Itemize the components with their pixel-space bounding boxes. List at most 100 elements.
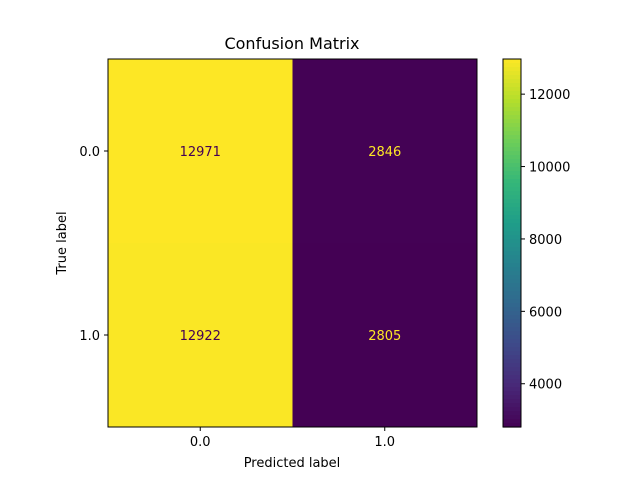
colorbar-segment — [503, 103, 521, 108]
colorbar-segment — [503, 159, 521, 164]
colorbar-segment — [503, 135, 521, 140]
colorbar-segment — [503, 319, 521, 324]
colorbar-segment — [503, 203, 521, 208]
matrix-frame — [107, 58, 478, 428]
colorbar-segment — [503, 155, 521, 160]
colorbar-segment — [503, 423, 521, 428]
colorbar-segment — [503, 179, 521, 184]
colorbar-segment — [503, 367, 521, 372]
colorbar-tick-label: 12000 — [529, 88, 570, 103]
colorbar-segment — [503, 343, 521, 348]
colorbar-segment — [503, 323, 521, 328]
colorbar-segment — [503, 59, 521, 64]
colorbar-segment — [503, 303, 521, 308]
colorbar-segment — [503, 115, 521, 120]
colorbar-segment — [503, 339, 521, 344]
colorbar-segment — [503, 371, 521, 376]
colorbar-segment — [503, 311, 521, 316]
colorbar-segment — [503, 375, 521, 380]
colorbar-segment — [503, 331, 521, 336]
chart-title: Confusion Matrix — [224, 34, 359, 53]
colorbar-segment — [503, 403, 521, 408]
colorbar-segment — [503, 239, 521, 244]
cell-value-label: 2805 — [368, 329, 401, 344]
colorbar-segment — [503, 307, 521, 312]
colorbar-segment — [503, 147, 521, 152]
colorbar-segment — [503, 327, 521, 332]
cell-value-label: 12922 — [180, 329, 221, 344]
x-axis-label: Predicted label — [244, 456, 341, 471]
colorbar-segment — [503, 79, 521, 84]
colorbar-segment — [503, 139, 521, 144]
colorbar-segment — [503, 207, 521, 212]
colorbar-segment — [503, 295, 521, 300]
colorbar-segment — [503, 235, 521, 240]
matrix-cell — [108, 243, 293, 427]
colorbar-segment — [503, 215, 521, 220]
colorbar-segment — [503, 359, 521, 364]
colorbar-segment — [503, 383, 521, 388]
colorbar-segment — [503, 171, 521, 176]
colorbar-segment — [503, 287, 521, 292]
colorbar-segment — [503, 199, 521, 204]
colorbar-tick-label: 10000 — [529, 161, 570, 176]
colorbar-segment — [503, 271, 521, 276]
colorbar-segment — [503, 399, 521, 404]
colorbar-segment — [503, 143, 521, 148]
colorbar-segment — [503, 407, 521, 412]
colorbar-segment — [503, 123, 521, 128]
colorbar-segment — [503, 91, 521, 96]
matrix-cell — [292, 243, 477, 427]
x-tick-label: 0.0 — [190, 435, 211, 450]
colorbar-segment — [503, 167, 521, 172]
colorbar-segment — [503, 387, 521, 392]
colorbar-segment — [503, 267, 521, 272]
colorbar-segment — [503, 183, 521, 188]
cell-value-label: 12971 — [180, 145, 221, 160]
colorbar-segment — [503, 411, 521, 416]
colorbar-segment — [503, 71, 521, 76]
colorbar-segment — [503, 415, 521, 420]
colorbar-segment — [503, 391, 521, 396]
colorbar-segment — [503, 95, 521, 100]
colorbar-segment — [503, 299, 521, 304]
colorbar-segment — [503, 247, 521, 252]
colorbar: 4000 6000 8000 10000 12000 — [502, 58, 570, 428]
colorbar-segment — [503, 223, 521, 228]
colorbar-segment — [503, 395, 521, 400]
colorbar-segment — [503, 291, 521, 296]
colorbar-segment — [503, 251, 521, 256]
matrix-cell — [108, 59, 293, 243]
colorbar-segment — [503, 187, 521, 192]
colorbar-segment — [503, 283, 521, 288]
colorbar-segment — [503, 131, 521, 136]
colorbar-segment — [503, 107, 521, 112]
colorbar-segment — [503, 111, 521, 116]
colorbar-segment — [503, 419, 521, 424]
colorbar-segment — [503, 231, 521, 236]
colorbar-segment — [503, 219, 521, 224]
colorbar-segment — [503, 243, 521, 248]
colorbar-segment — [503, 175, 521, 180]
colorbar-segment — [503, 67, 521, 72]
colorbar-segment — [503, 335, 521, 340]
colorbar-segment — [503, 195, 521, 200]
colorbar-segment — [503, 363, 521, 368]
colorbar-segment — [503, 255, 521, 260]
colorbar-segment — [503, 127, 521, 132]
colorbar-segment — [503, 263, 521, 268]
colorbar-segment — [503, 163, 521, 168]
y-tick-label: 0.0 — [79, 145, 100, 160]
colorbar-segment — [503, 87, 521, 92]
colorbar-frame — [502, 58, 522, 428]
colorbar-segment — [503, 63, 521, 68]
colorbar-segment — [503, 379, 521, 384]
cell-value-label: 2846 — [368, 145, 401, 160]
matrix-area: 12971 2846 12922 2805 0.0 1.0 0.0 1.0 — [79, 58, 478, 450]
colorbar-segment — [503, 347, 521, 352]
y-tick-label: 1.0 — [79, 329, 100, 344]
colorbar-tick-label: 6000 — [529, 305, 562, 320]
colorbar-segment — [503, 355, 521, 360]
colorbar-segment — [503, 279, 521, 284]
